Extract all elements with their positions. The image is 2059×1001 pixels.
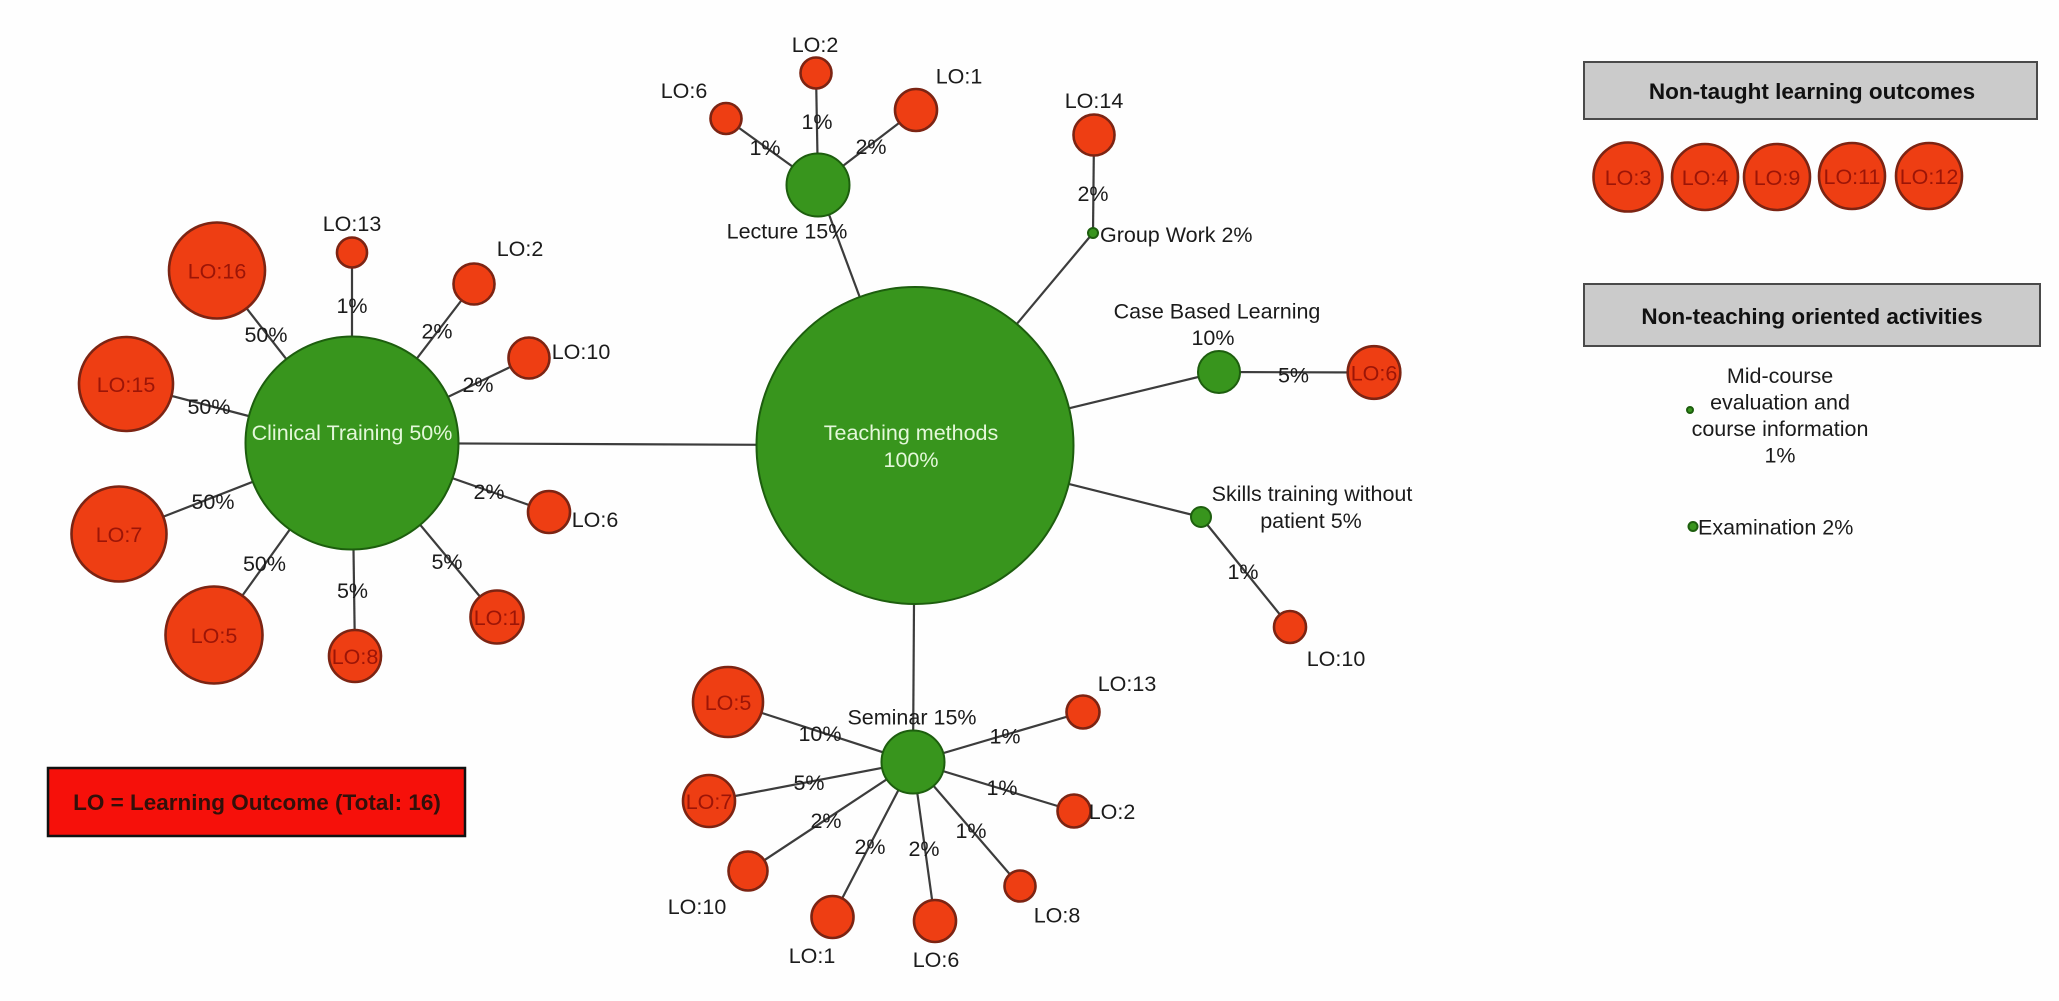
svg-text:50%: 50% (187, 395, 230, 419)
svg-text:50%: 50% (191, 490, 234, 514)
svg-text:LO:2: LO:2 (792, 33, 839, 57)
svg-text:50%: 50% (244, 323, 287, 347)
svg-text:LO:16: LO:16 (188, 260, 247, 284)
svg-text:Case Based Learning: Case Based Learning (1114, 300, 1321, 324)
svg-text:LO:5: LO:5 (191, 624, 238, 648)
svg-text:LO:1: LO:1 (936, 65, 983, 89)
svg-text:1%: 1% (986, 776, 1017, 800)
svg-text:Skills training without: Skills training without (1212, 482, 1413, 506)
svg-text:LO:5: LO:5 (705, 691, 752, 715)
svg-text:LO:14: LO:14 (1065, 89, 1124, 113)
svg-text:2%: 2% (462, 373, 493, 397)
svg-text:1%: 1% (801, 110, 832, 134)
svg-text:5%: 5% (337, 579, 368, 603)
svg-text:2%: 2% (908, 837, 939, 861)
svg-text:LO:3: LO:3 (1605, 166, 1652, 190)
svg-text:LO:10: LO:10 (1307, 647, 1366, 671)
svg-text:2%: 2% (1077, 182, 1108, 206)
svg-text:Clinical Training 50%: Clinical Training 50% (252, 421, 453, 445)
svg-text:LO:10: LO:10 (668, 895, 727, 919)
svg-text:LO:7: LO:7 (96, 523, 143, 547)
svg-text:LO:15: LO:15 (97, 373, 156, 397)
svg-text:LO:7: LO:7 (686, 790, 733, 814)
svg-text:5%: 5% (793, 771, 824, 795)
svg-text:LO:10: LO:10 (552, 340, 611, 364)
svg-text:5%: 5% (1278, 364, 1309, 388)
svg-text:Non-teaching oriented activiti: Non-teaching oriented activities (1641, 304, 1982, 329)
svg-text:1%: 1% (1227, 560, 1258, 584)
svg-text:1%: 1% (989, 725, 1020, 749)
svg-text:LO:1: LO:1 (474, 606, 521, 630)
svg-text:LO = Learning Outcome (Total:: LO = Learning Outcome (Total: 16) (73, 790, 441, 815)
svg-text:1%: 1% (336, 294, 367, 318)
svg-text:2%: 2% (473, 480, 504, 504)
svg-text:2%: 2% (421, 320, 452, 344)
svg-text:5%: 5% (431, 550, 462, 574)
svg-text:LO:12: LO:12 (1900, 165, 1959, 189)
svg-text:LO:6: LO:6 (572, 508, 619, 532)
svg-text:LO:4: LO:4 (1682, 166, 1729, 190)
svg-text:2%: 2% (854, 835, 885, 859)
svg-text:1%: 1% (1764, 444, 1795, 468)
svg-text:Teaching methods: Teaching methods (824, 421, 999, 445)
svg-text:LO:6: LO:6 (661, 79, 708, 103)
svg-text:2%: 2% (810, 809, 841, 833)
svg-text:LO:2: LO:2 (1089, 800, 1136, 824)
svg-text:Seminar 15%: Seminar 15% (847, 706, 976, 730)
svg-text:LO:13: LO:13 (1098, 672, 1157, 696)
svg-text:Lecture 15%: Lecture 15% (727, 220, 848, 244)
svg-text:course information: course information (1692, 417, 1869, 441)
svg-text:50%: 50% (243, 552, 286, 576)
svg-text:patient 5%: patient 5% (1260, 509, 1362, 533)
svg-text:Non-taught learning outcomes: Non-taught learning outcomes (1649, 79, 1975, 104)
svg-text:LO:13: LO:13 (323, 212, 382, 236)
svg-text:Mid-course: Mid-course (1727, 364, 1833, 388)
svg-text:1%: 1% (749, 136, 780, 160)
svg-text:LO:6: LO:6 (913, 948, 960, 972)
svg-text:evaluation and: evaluation and (1710, 391, 1850, 415)
svg-text:100%: 100% (884, 448, 939, 472)
svg-text:Group Work 2%: Group Work 2% (1100, 223, 1253, 247)
svg-text:10%: 10% (1191, 326, 1234, 350)
svg-text:1%: 1% (955, 819, 986, 843)
svg-text:Examination 2%: Examination 2% (1698, 516, 1853, 540)
svg-text:2%: 2% (855, 135, 886, 159)
svg-text:LO:8: LO:8 (332, 645, 379, 669)
svg-text:LO:6: LO:6 (1351, 362, 1398, 386)
svg-text:10%: 10% (798, 722, 841, 746)
svg-text:LO:11: LO:11 (1824, 165, 1881, 189)
svg-text:LO:1: LO:1 (789, 944, 836, 968)
svg-text:LO:2: LO:2 (497, 237, 544, 261)
svg-text:LO:9: LO:9 (1754, 166, 1801, 190)
svg-text:LO:8: LO:8 (1034, 904, 1081, 928)
